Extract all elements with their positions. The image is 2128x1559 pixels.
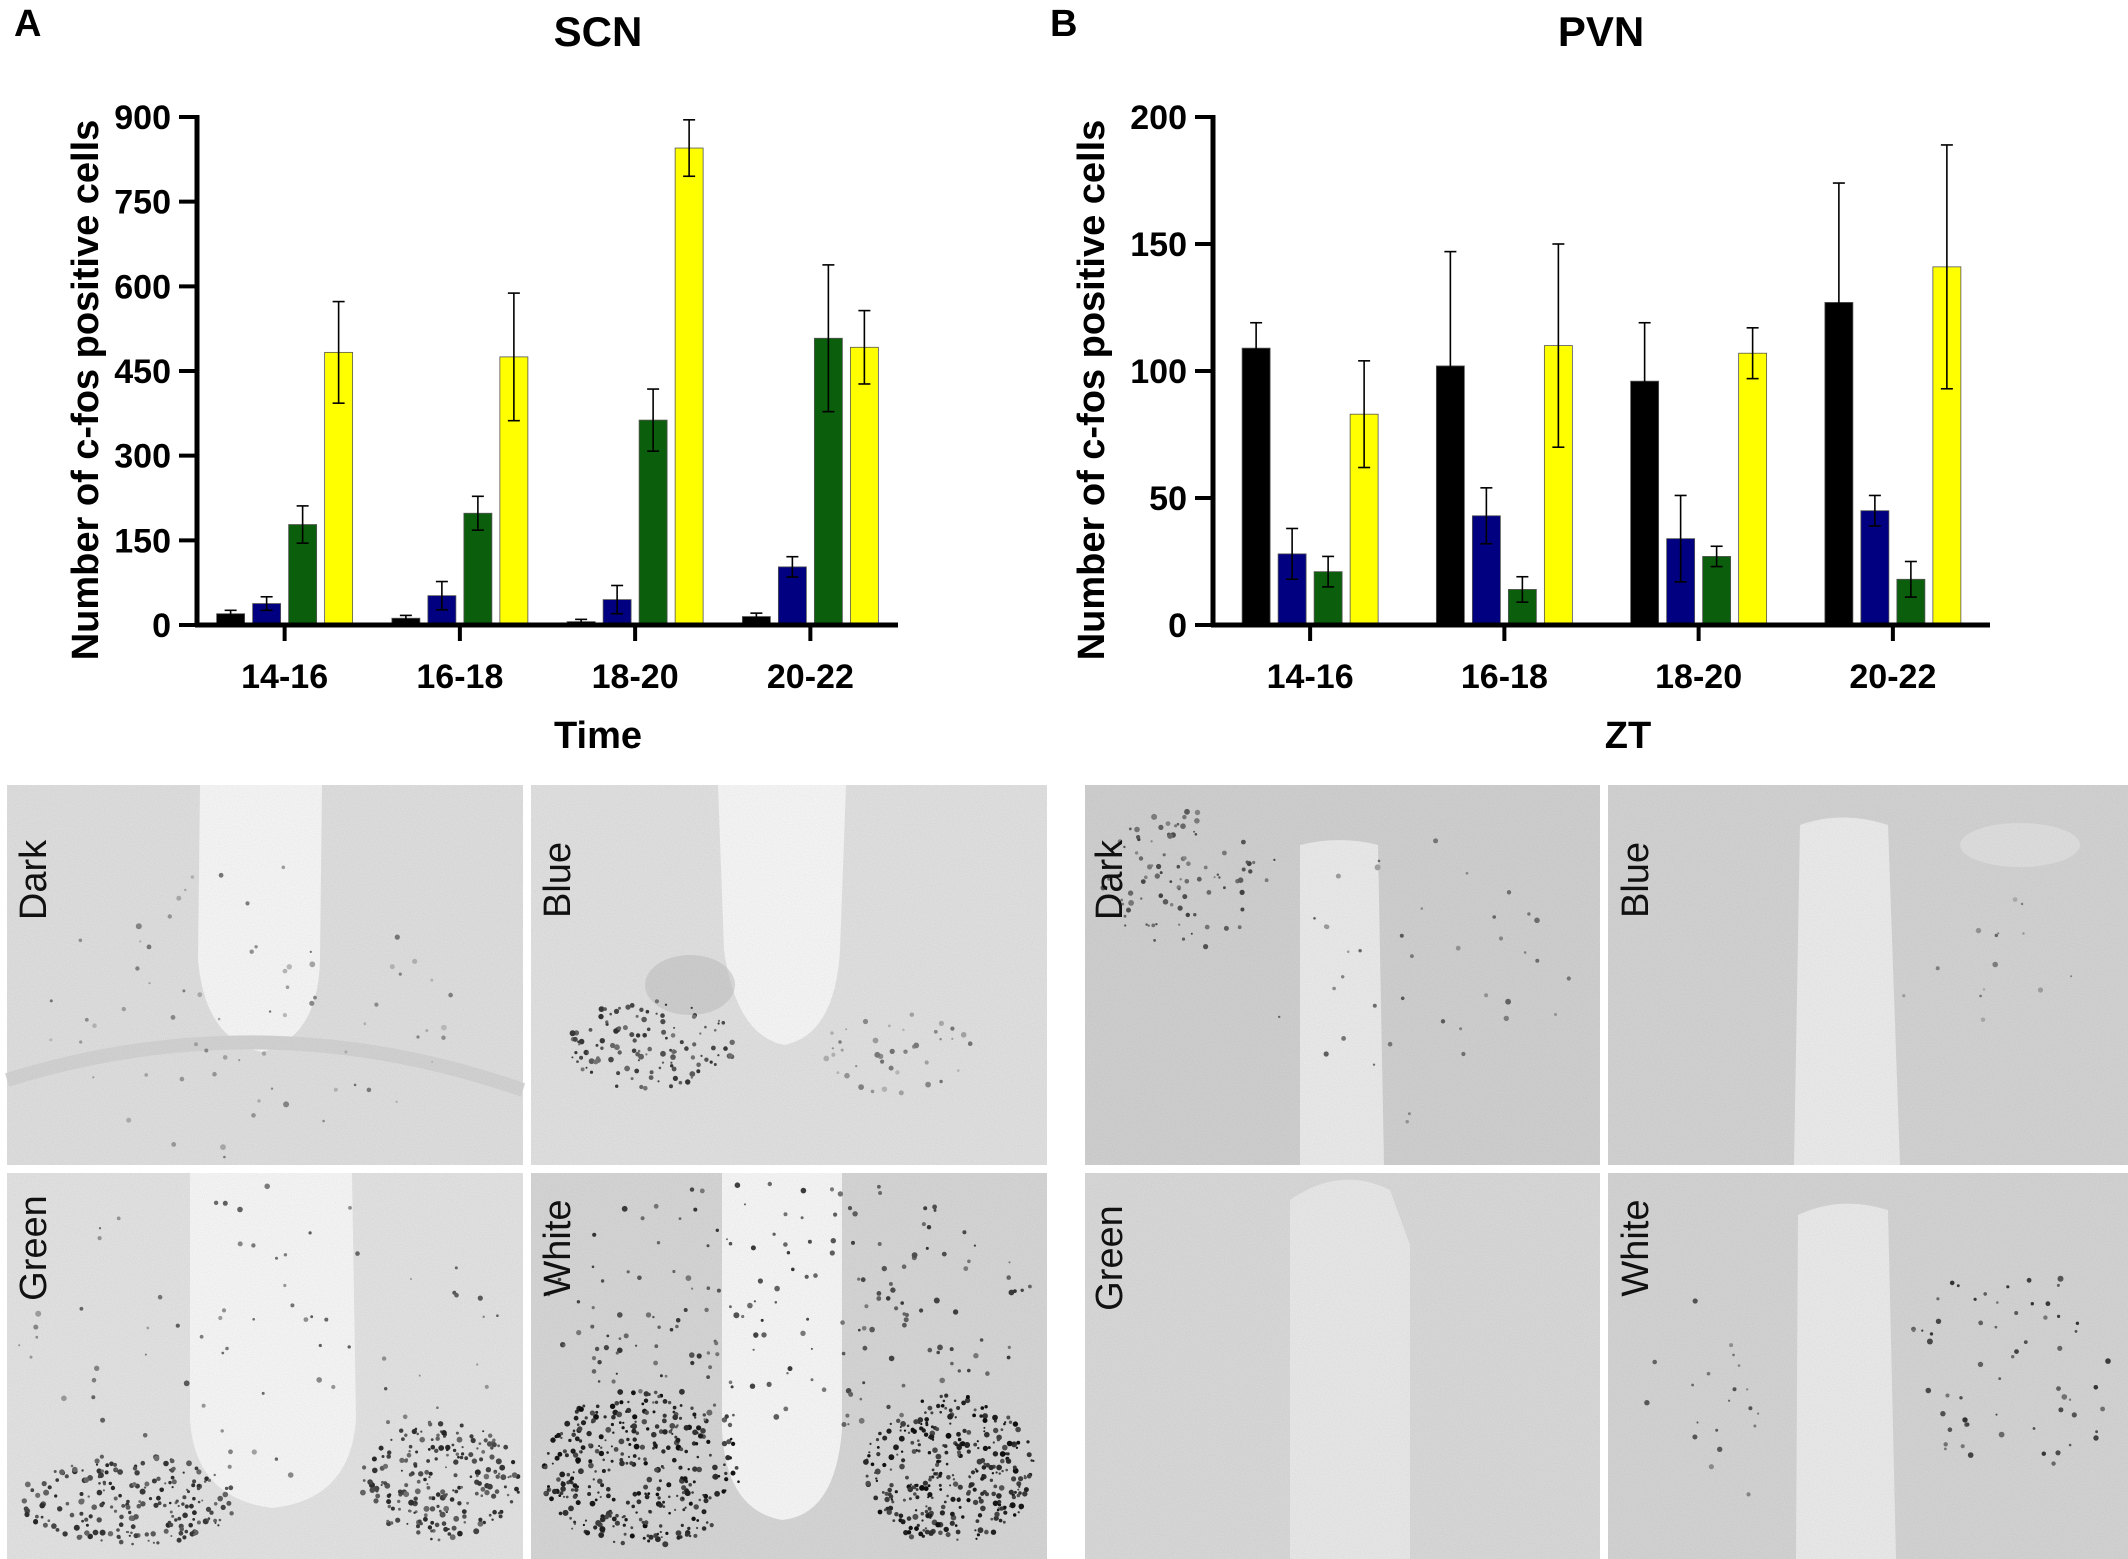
bar: [849, 346, 879, 626]
error-bar: [1746, 327, 1759, 380]
error-bar: [224, 609, 237, 618]
error-bar: [1868, 494, 1881, 527]
error-bar: [1322, 555, 1335, 588]
y-tick-label: 0: [1168, 607, 1187, 645]
bar: [1241, 347, 1271, 626]
x-tick-label: 18-20: [1655, 658, 1742, 696]
micrograph-label: Green: [13, 1195, 55, 1301]
chart-title: SCN: [554, 8, 643, 55]
error-bar: [1250, 321, 1263, 375]
y-axis-label: Number of c-fos positive cells: [65, 120, 107, 661]
error-bar: [822, 264, 835, 413]
x-tick-label: 16-18: [1461, 658, 1548, 696]
error-bar: [647, 388, 660, 452]
error-bar: [435, 580, 448, 611]
bar: [674, 147, 704, 626]
bar: [1860, 510, 1890, 626]
micrograph-scn-dark: Dark: [4, 785, 526, 1165]
x-tick-label: 16-18: [416, 658, 503, 696]
bar: [1738, 352, 1768, 626]
error-bar: [1552, 243, 1565, 449]
chart-title: PVN: [1558, 8, 1644, 55]
error-bar: [260, 595, 273, 612]
y-ticks: 0 50 100 150 200: [1130, 99, 1213, 645]
y-tick-label: 150: [114, 522, 171, 560]
micrograph-scn-green: Green: [7, 1173, 523, 1559]
error-bar: [1710, 545, 1723, 568]
error-bar: [1832, 182, 1845, 423]
chart-pvn: PVN Number of c-fos positive cells ZT 0 5…: [1071, 8, 1990, 757]
micrograph-label: Blue: [537, 842, 579, 918]
micrograph-scn-blue: Blue: [531, 785, 1047, 1165]
x-tick-label: 14-16: [1267, 658, 1354, 696]
micrograph-label: White: [1615, 1199, 1657, 1296]
y-tick-label: 450: [114, 353, 171, 391]
x-axis-label: Time: [554, 715, 642, 757]
panel-letter-a: A: [14, 3, 41, 45]
error-bar: [1516, 575, 1529, 603]
error-bar: [471, 495, 484, 531]
error-bar: [296, 505, 309, 544]
axes: [1210, 115, 1990, 628]
error-bar: [1286, 527, 1299, 581]
error-bars: [1250, 144, 1953, 603]
error-bar: [332, 300, 345, 404]
y-ticks: 0 150 300 450 600 750 900: [114, 99, 197, 645]
y-tick-label: 300: [114, 438, 171, 476]
micrograph-pvn-green: Green: [1085, 1173, 1600, 1559]
x-tick-label: 18-20: [592, 658, 679, 696]
y-axis-label: Number of c-fos positive cells: [1071, 120, 1113, 661]
y-tick-label: 750: [114, 184, 171, 222]
x-tick-label: 14-16: [241, 658, 328, 696]
micrograph-pvn-blue: Blue: [1608, 785, 2128, 1165]
y-tick-label: 900: [114, 99, 171, 137]
micrograph-pvn-white: White: [1608, 1173, 2128, 1559]
axes: [194, 115, 898, 628]
error-bar: [786, 555, 799, 578]
micrograph-label: White: [537, 1199, 579, 1296]
micrograph-label: Dark: [1089, 839, 1131, 920]
error-bar: [683, 119, 696, 178]
error-bar: [858, 309, 871, 385]
error-bar: [1674, 494, 1687, 583]
error-bar: [1904, 560, 1917, 598]
error-bar: [750, 612, 763, 621]
error-bar: [1940, 144, 1953, 390]
error-bar: [1358, 360, 1371, 469]
chart-scn: SCN Number of c-fos positive cells Time …: [65, 8, 898, 757]
bar: [463, 512, 493, 626]
error-bar: [1480, 487, 1493, 545]
micrograph-label: Blue: [1615, 842, 1657, 918]
error-bar: [399, 614, 412, 622]
micrograph-grid: Dark Blue Green: [4, 785, 2128, 1559]
y-tick-label: 50: [1149, 480, 1187, 518]
x-axis-label: ZT: [1605, 715, 1651, 757]
x-tick-label: 20-22: [1849, 658, 1936, 696]
micrograph-scn-white: White: [531, 1173, 1047, 1559]
x-tick-label: 20-22: [767, 658, 854, 696]
micrograph-label: Dark: [13, 839, 55, 920]
error-bars: [224, 119, 871, 625]
error-bar: [507, 292, 520, 422]
micrograph-pvn-dark: Dark: [1085, 785, 1600, 1165]
y-tick-label: 200: [1130, 99, 1187, 137]
micrograph-label: Green: [1089, 1205, 1131, 1311]
error-bar: [611, 584, 624, 615]
x-ticks: 14-16 16-18 18-20 20-22: [1267, 625, 1936, 696]
y-tick-label: 600: [114, 268, 171, 306]
bars: [1241, 266, 1962, 626]
panel-letter-b: B: [1050, 3, 1077, 45]
y-tick-label: 150: [1130, 226, 1187, 264]
bars: [216, 147, 879, 626]
error-bar: [1444, 250, 1457, 482]
y-tick-label: 0: [152, 607, 171, 645]
y-tick-label: 100: [1130, 353, 1187, 391]
x-ticks: 14-16 16-18 18-20 20-22: [241, 625, 854, 696]
error-bar: [1638, 321, 1651, 441]
